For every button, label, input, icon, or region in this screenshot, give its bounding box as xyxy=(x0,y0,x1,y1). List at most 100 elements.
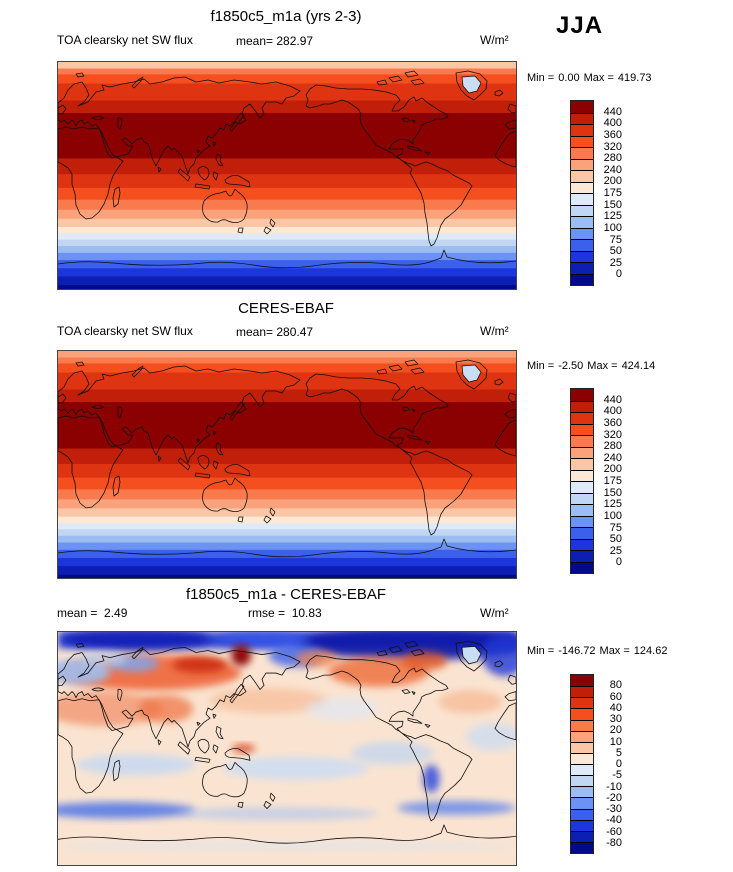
zonal-band xyxy=(58,246,516,254)
colorbar-segment xyxy=(571,389,593,401)
colorbar-model: 440 400 360 320 280 240 200 175 150 125 100 75 50 25 0 xyxy=(570,100,628,286)
colorbar-tick-label: -40 xyxy=(606,814,622,827)
colorbar-tick-label: -20 xyxy=(606,791,622,804)
colorbar-tick-label: 125 xyxy=(603,210,622,223)
colorbar-obs: 440 400 360 320 280 240 200 175 150 125 100 75 50 25 0 xyxy=(570,388,628,574)
colorbar-tick-label: 40 xyxy=(609,701,622,714)
anomaly-region xyxy=(218,632,310,648)
colorbar-segment xyxy=(571,550,593,562)
panel2-min-value: -2.50 xyxy=(558,360,584,372)
colorbar-segment xyxy=(571,446,593,458)
colorbar-tick-label: 75 xyxy=(609,233,622,246)
zonal-band xyxy=(58,463,516,479)
colorbar-tick-label: 280 xyxy=(603,152,622,165)
zonal-band xyxy=(58,516,516,525)
zonal-band xyxy=(58,83,516,102)
panel3-rmse-value: 10.83 xyxy=(291,606,322,620)
panel3-max-value: 124.62 xyxy=(633,645,668,657)
zonal-band xyxy=(58,363,516,374)
anomaly-region xyxy=(222,756,370,780)
anomaly-region xyxy=(172,656,228,673)
colorbar-segment xyxy=(571,262,593,274)
colorbar-tick-label: 440 xyxy=(603,105,622,118)
colorbar-tick-label: 0 xyxy=(615,268,622,281)
colorbar-segment xyxy=(571,830,593,842)
colorbar-tick-label: 20 xyxy=(609,724,622,737)
colorbar-segment xyxy=(571,469,593,481)
colorbar-segment xyxy=(571,412,593,424)
colorbar-segment xyxy=(571,181,593,193)
colorbar-segment xyxy=(571,775,593,787)
colorbar-ticks: 440 400 360 320 280 240 200 175 150 125 100 75 50 25 0 xyxy=(598,388,622,574)
colorbar-tick-label: 50 xyxy=(609,245,622,258)
colorbar-segment xyxy=(571,170,593,182)
colorbar-tick-label: 175 xyxy=(603,187,622,199)
panel1-min-value: 0.00 xyxy=(558,72,580,84)
zonal-band xyxy=(58,357,516,365)
colorbar-segment xyxy=(571,841,593,853)
colorbar-tick-label: 200 xyxy=(603,175,622,188)
colorbar-segment xyxy=(571,458,593,470)
zonal-band xyxy=(58,477,516,490)
panel2-variable-label: TOA clearsky net SW flux xyxy=(57,324,193,338)
colorbar-tick-label: 360 xyxy=(603,128,622,141)
panel1-units: W/m² xyxy=(480,33,509,47)
zonal-band xyxy=(58,252,516,261)
colorbar-segment xyxy=(571,741,593,753)
colorbar-segment xyxy=(571,797,593,809)
colorbar-segment xyxy=(571,250,593,262)
colorbar-segment xyxy=(571,204,593,216)
colorbar-tick-label: 100 xyxy=(603,221,622,234)
panel3-units: W/m² xyxy=(480,606,509,620)
panel3-mean-value: 2.49 xyxy=(104,606,128,620)
panel2-mean: mean= 280.47 xyxy=(236,325,313,339)
panel1-mean: mean= 282.97 xyxy=(236,34,313,48)
colorbar-segment xyxy=(571,216,593,228)
zonal-band xyxy=(58,233,516,241)
zonal-band xyxy=(58,209,516,220)
colorbar-segment xyxy=(571,675,593,687)
colorbar-segment xyxy=(571,423,593,435)
panel2-min-label: Min = xyxy=(527,360,555,372)
colorbar-tick-label: 240 xyxy=(603,451,622,464)
season-label: JJA xyxy=(556,12,604,39)
zonal-band xyxy=(58,499,516,510)
anomaly-region xyxy=(438,690,503,714)
colorbar xyxy=(570,674,594,854)
zonal-band xyxy=(58,74,516,85)
anomaly-region xyxy=(76,754,196,776)
map-model xyxy=(57,61,517,290)
zonal-band xyxy=(58,62,516,70)
colorbar-segment xyxy=(571,808,593,820)
zonal-band xyxy=(58,566,516,576)
anomaly-region xyxy=(231,644,252,666)
map-diff xyxy=(57,631,517,866)
map-obs xyxy=(57,350,517,579)
colorbar-segment xyxy=(571,719,593,731)
panel3-rmse-label: rmse = xyxy=(248,606,286,620)
colorbar-tick-label: 320 xyxy=(603,428,622,441)
anomaly-region xyxy=(401,651,448,671)
zonal-band xyxy=(58,68,516,76)
anomaly-region xyxy=(465,722,516,751)
colorbar-tick-label: 75 xyxy=(609,521,622,534)
colorbar-segment xyxy=(571,101,593,113)
zonal-band xyxy=(58,100,516,114)
anomaly-region xyxy=(80,651,127,666)
colorbar-tick-label: -60 xyxy=(606,825,622,838)
colorbar-segment xyxy=(571,227,593,239)
panel1-minmax: Min = 0.00 Max = 419.73 xyxy=(527,72,656,84)
zonal-band xyxy=(58,174,516,189)
colorbar-segment xyxy=(571,400,593,412)
colorbar-tick-label: 0 xyxy=(615,758,622,770)
zonal-band xyxy=(58,199,516,211)
zonal-band xyxy=(58,549,516,559)
colorbar-tick-label: 50 xyxy=(609,533,622,546)
colorbar-diff: 80 60 40 30 20 10 5 0 -5 -10 -20 -30 -40 -60 -80 xyxy=(570,674,628,854)
zonal-band xyxy=(58,285,516,289)
colorbar-segment xyxy=(571,686,593,698)
colorbar-tick-label: 80 xyxy=(609,679,622,692)
colorbar-segment xyxy=(571,504,593,516)
panel3-min-label: Min = xyxy=(527,645,555,657)
